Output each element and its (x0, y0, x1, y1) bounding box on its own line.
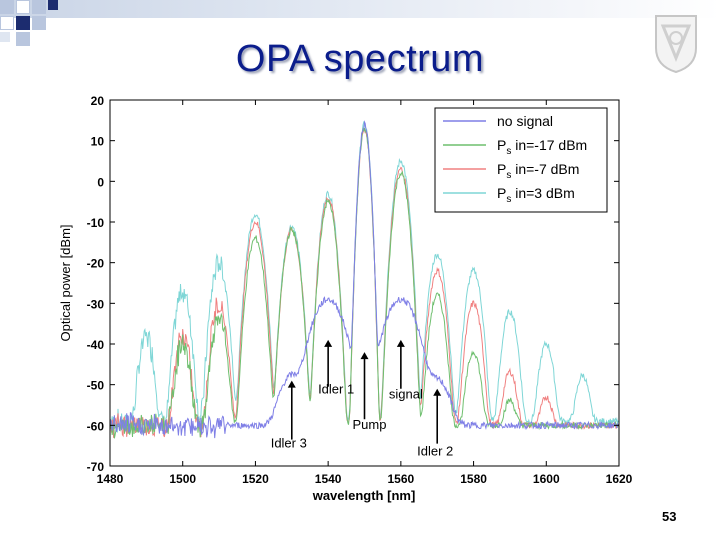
x-tick-label-1560: 1560 (388, 472, 415, 486)
annotation-arrowhead-1 (324, 339, 333, 347)
annotation-label-3: signal (389, 387, 423, 402)
annotation-label-2: Pump (353, 417, 387, 432)
page-number: 53 (662, 509, 677, 524)
legend-box (434, 107, 608, 213)
slide-title: OPA spectrum (235, 38, 485, 80)
header-gradient-bar (0, 0, 720, 18)
x-tick-label-1480: 1480 (97, 472, 124, 486)
legend: no signal Ps in=-17 dBm Ps in=-7 dBm Ps in=… (434, 107, 608, 213)
annotation-arrowhead-4 (433, 388, 442, 396)
x-tick-label-1540: 1540 (315, 472, 342, 486)
y-tick-label--20: -20 (87, 257, 105, 271)
legend-label-2: Ps in=-7 dBm (497, 161, 579, 181)
series-line-0 (109, 120, 619, 439)
annotation-label-4: Idler 2 (417, 444, 453, 459)
technion-logo (655, 15, 697, 74)
series-lines (109, 120, 619, 439)
annotation-label-1: Idler 1 (318, 382, 354, 397)
x-axis-label: wavelength [nm] (312, 488, 416, 503)
x-tick-label-1580: 1580 (460, 472, 487, 486)
y-axis-label: Optical power [dBm] (58, 224, 73, 341)
legend-label-1: Ps in=-17 dBm (497, 137, 587, 157)
series-line-1 (109, 127, 619, 439)
y-tick-label--10: -10 (87, 216, 105, 230)
y-tick-label--30: -30 (87, 297, 105, 311)
y-tick-label--50: -50 (87, 379, 105, 393)
y-tick-label--70: -70 (87, 460, 105, 474)
annotation-arrowhead-3 (396, 339, 405, 347)
legend-label-0: no signal (497, 113, 553, 129)
legend-label-3: Ps in=3 dBm (497, 185, 575, 205)
x-tick-label-1500: 1500 (169, 472, 196, 486)
annotation-arrowhead-2 (360, 352, 369, 360)
y-tick-label-10: 10 (91, 135, 105, 149)
plot-frame (109, 99, 620, 467)
x-tick-label-1520: 1520 (242, 472, 269, 486)
y-tick-label--40: -40 (87, 338, 105, 352)
x-tick-label-1600: 1600 (533, 472, 560, 486)
annotation-arrowhead-0 (287, 380, 296, 388)
y-tick-label-0: 0 (97, 175, 104, 189)
x-tick-label-1620: 1620 (606, 472, 633, 486)
y-tick-label-20: 20 (91, 94, 105, 108)
y-tick-label--60: -60 (87, 419, 105, 433)
annotation-label-0: Idler 3 (271, 436, 307, 451)
x-axis-ticks: 1480 1500 1520 1540 1560 1580 1600 1620 (97, 100, 633, 486)
y-axis-ticks: 20 10 0 -10 -20 -30 -40 -50 -60 -70 (87, 94, 619, 474)
